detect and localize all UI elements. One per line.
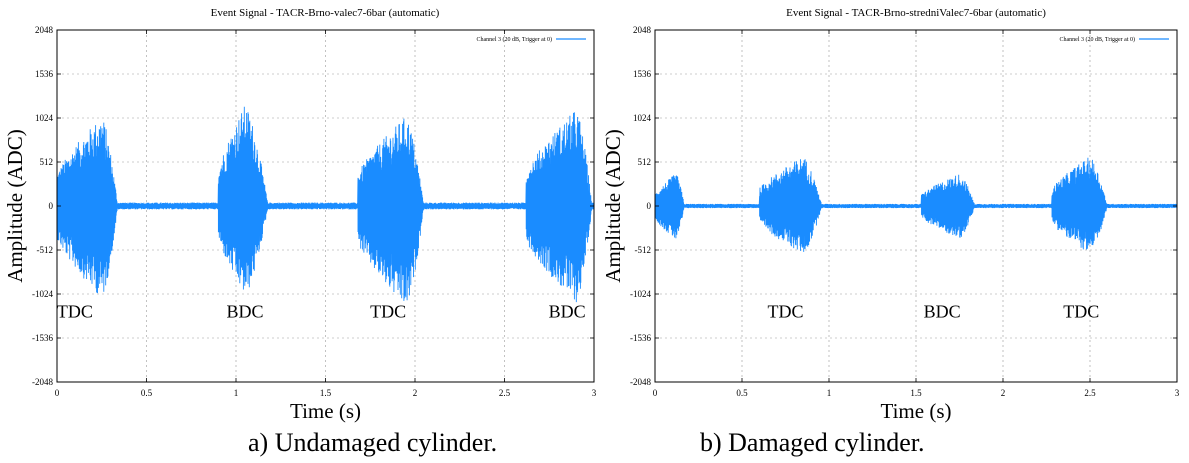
- x-tick-label: 0: [55, 388, 60, 398]
- chart-title: Event Signal - TACR-Brno-valec7-6bar (au…: [211, 7, 440, 19]
- x-tick-label: 1: [234, 388, 239, 398]
- y-tick-label: 1536: [633, 69, 652, 79]
- annotation-label: TDC: [57, 302, 93, 322]
- y-tick-label: -512: [635, 245, 652, 255]
- x-tick-label: 2.5: [1084, 388, 1096, 398]
- x-tick-label: 2: [1001, 388, 1006, 398]
- y-tick-label: 0: [647, 201, 652, 211]
- y-tick-label: 512: [638, 157, 652, 167]
- y-tick-label: 1024: [633, 113, 652, 123]
- y-tick-label: 512: [40, 157, 54, 167]
- y-tick-label: -512: [37, 245, 54, 255]
- y-tick-label: -2048: [630, 377, 651, 387]
- annotation-label: TDC: [1063, 302, 1099, 322]
- x-tick-label: 3: [1175, 388, 1180, 398]
- x-tick-label: 1: [827, 388, 832, 398]
- x-tick-label: 3: [592, 388, 597, 398]
- x-tick-label: 0.5: [736, 388, 748, 398]
- legend-label: Channel 3 (20 dB, Trigger at 0): [477, 36, 553, 43]
- caption-left: a) Undamaged cylinder.: [248, 428, 498, 457]
- signal-series-line: [654, 157, 1178, 252]
- annotation-label: BDC: [924, 302, 961, 322]
- y-tick-label: -1024: [32, 289, 53, 299]
- y-tick-label: -1536: [32, 333, 53, 343]
- y-tick-label: -1024: [630, 289, 651, 299]
- chart-title: Event Signal - TACR-Brno-stredniValec7-6…: [786, 7, 1046, 19]
- y-tick-label: 2048: [633, 25, 652, 35]
- x-tick-label: 0.5: [141, 388, 153, 398]
- chart-right-damaged: Event Signal - TACR-Brno-stredniValec7-6…: [601, 7, 1180, 423]
- y-tick-label: 1536: [35, 69, 54, 79]
- y-tick-label: 1024: [35, 113, 54, 123]
- x-tick-label: 0: [653, 388, 658, 398]
- x-axis-label: Time (s): [290, 399, 361, 423]
- y-tick-label: 2048: [35, 25, 54, 35]
- x-tick-label: 1.5: [910, 388, 922, 398]
- y-axis-label: Amplitude (ADC): [3, 129, 27, 282]
- y-tick-label: 0: [49, 201, 54, 211]
- legend-label: Channel 3 (20 dB, Trigger at 0): [1060, 36, 1136, 43]
- y-tick-label: -1536: [630, 333, 651, 343]
- annotation-label: BDC: [226, 302, 263, 322]
- x-tick-label: 1.5: [320, 388, 332, 398]
- annotation-label: TDC: [370, 302, 406, 322]
- chart-left-undamaged: Event Signal - TACR-Brno-valec7-6bar (au…: [3, 7, 597, 423]
- y-axis-label: Amplitude (ADC): [601, 129, 625, 282]
- x-axis-label: Time (s): [881, 399, 952, 423]
- x-tick-label: 2.5: [499, 388, 511, 398]
- annotation-label: TDC: [768, 302, 804, 322]
- caption-right: b) Damaged cylinder.: [700, 428, 925, 457]
- annotation-label: BDC: [549, 302, 586, 322]
- signal-series-line: [56, 106, 595, 303]
- x-tick-label: 2: [413, 388, 418, 398]
- y-tick-label: -2048: [32, 377, 53, 387]
